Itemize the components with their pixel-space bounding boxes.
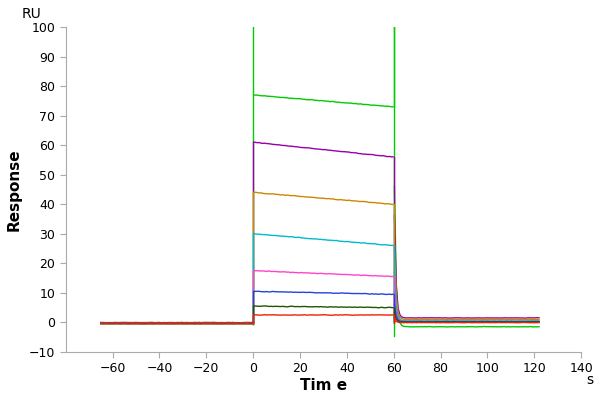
X-axis label: Tim e: Tim e (300, 378, 347, 393)
Y-axis label: Response: Response (7, 148, 22, 231)
Text: RU: RU (22, 7, 41, 21)
Text: s: s (586, 373, 593, 387)
